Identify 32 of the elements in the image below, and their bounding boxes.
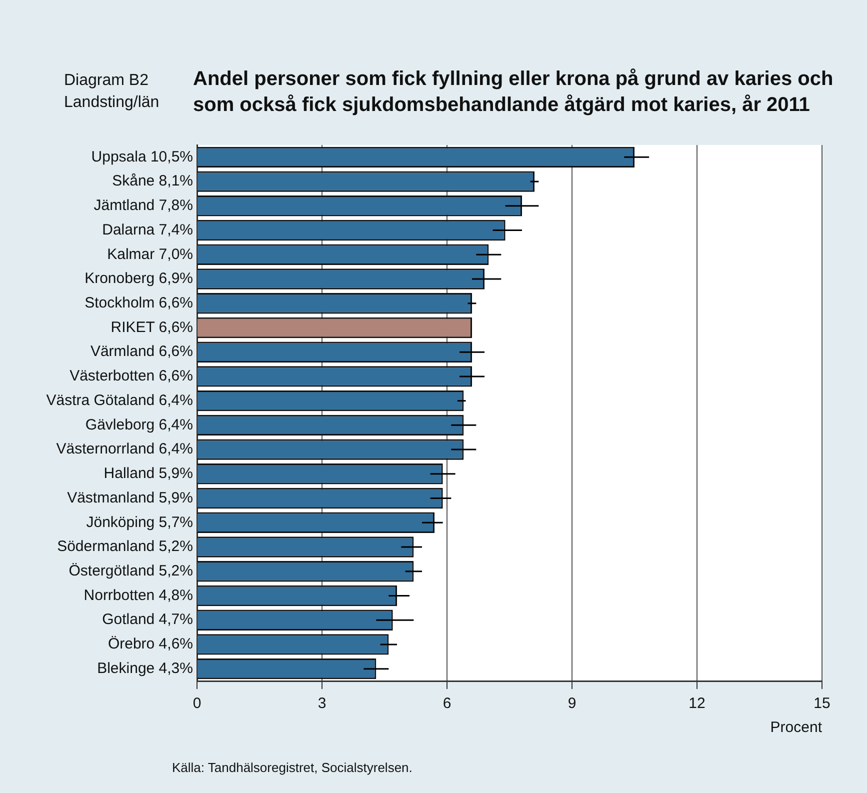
chart-title: Andel personer som fick fyllning eller krona på grund av karies och som också fick sjukdomsbehandlande åtgärd mot karies, år 2011 (193, 67, 834, 118)
y-tick-label: Jönköping 5,7% (86, 514, 193, 531)
y-tick-label: Östergötland 5,2% (68, 562, 193, 580)
y-tick-label: Skåne 8,1% (112, 172, 193, 190)
x-tick-label: 3 (318, 695, 326, 712)
y-tick-label: Gotland 4,7% (102, 611, 193, 628)
x-axis-title: Procent (770, 719, 823, 736)
y-tick-label: Gävleborg 6,4% (85, 416, 193, 434)
y-tick-label: Örebro 4,6% (108, 636, 193, 653)
x-tick-label: 0 (192, 695, 202, 712)
y-tick-label: Västerbotten 6,6% (70, 368, 193, 385)
y-tick-label: Dalarna 7,4% (102, 221, 193, 238)
y-tick-label: Stockholm 6,6% (84, 294, 193, 312)
y-tick-label: Halland 5,9% (104, 465, 193, 482)
x-tick-label: 6 (442, 695, 452, 712)
y-tick-label: Västmanland 5,9% (67, 489, 193, 506)
y-tick-label: Uppsala 10,5% (91, 148, 193, 166)
y-tick-label: Jämtland 7,8% (94, 197, 193, 214)
y-tick-label: RIKET 6,6% (110, 318, 193, 336)
y-tick-label: Värmland 6,6% (90, 343, 193, 360)
text: Källa: Tandhälsoregistret, Socialstyrelsen. (172, 760, 412, 775)
y-tick-label: Västra Götaland 6,4% (46, 392, 193, 409)
y-tick-label: Kronoberg 6,9% (84, 270, 193, 288)
y-tick-label: Västernorrland 6,4% (56, 440, 193, 458)
y-tick-label: Kalmar 7,0% (107, 246, 193, 263)
x-tick-label: 15 (814, 695, 830, 712)
x-tick-label: 9 (568, 695, 576, 712)
chart-subtitle: Diagram B2 Landsting/län (64, 71, 160, 113)
y-tick-label: Södermanland 5,2% (57, 538, 193, 556)
x-tick-label: 12 (688, 695, 706, 712)
y-tick-label: Norrbotten 4,8% (84, 586, 193, 604)
y-tick-label: Blekinge 4,3% (97, 660, 193, 677)
